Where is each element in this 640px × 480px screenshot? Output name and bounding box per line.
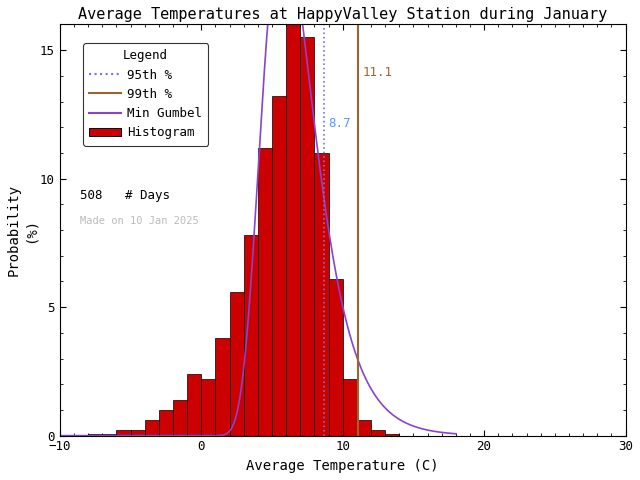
Legend: 95th %, 99th %, Min Gumbel, Histogram: 95th %, 99th %, Min Gumbel, Histogram: [83, 43, 208, 145]
Bar: [328, 279, 342, 436]
Bar: [385, 433, 399, 436]
Bar: [131, 431, 145, 436]
Bar: [258, 148, 272, 436]
Bar: [116, 431, 131, 436]
Bar: [102, 433, 116, 436]
Bar: [159, 410, 173, 436]
Bar: [88, 433, 102, 436]
Y-axis label: Probability
(%): Probability (%): [7, 184, 37, 276]
Bar: [216, 338, 230, 436]
Bar: [286, 22, 300, 436]
Bar: [187, 374, 201, 436]
Bar: [173, 400, 187, 436]
Bar: [371, 431, 385, 436]
Bar: [145, 420, 159, 436]
Bar: [201, 379, 216, 436]
Text: 8.7: 8.7: [328, 117, 351, 130]
Text: 11.1: 11.1: [362, 66, 392, 79]
Bar: [272, 96, 286, 436]
X-axis label: Average Temperature (C): Average Temperature (C): [246, 459, 439, 473]
Bar: [357, 420, 371, 436]
Title: Average Temperatures at HappyValley Station during January: Average Temperatures at HappyValley Stat…: [78, 7, 607, 22]
Bar: [244, 235, 258, 436]
Text: 508   # Days: 508 # Days: [79, 189, 170, 202]
Bar: [314, 153, 328, 436]
Text: Made on 10 Jan 2025: Made on 10 Jan 2025: [79, 216, 198, 226]
Bar: [74, 434, 88, 436]
Bar: [342, 379, 357, 436]
Bar: [230, 292, 244, 436]
Bar: [300, 37, 314, 436]
